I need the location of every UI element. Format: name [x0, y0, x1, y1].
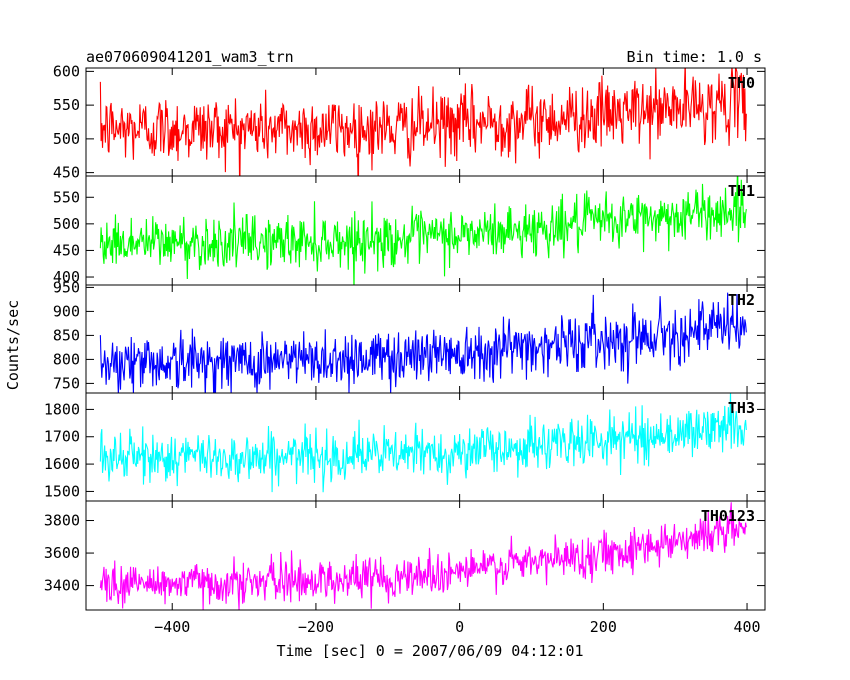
- series-line-th2: [99, 292, 747, 393]
- series-line-th1: [99, 176, 747, 285]
- panel-label-th1: TH1: [728, 182, 755, 200]
- y-axis-label: Counts/sec: [4, 300, 22, 390]
- y-tick-label: 1500: [44, 482, 80, 500]
- y-tick-label: 450: [53, 241, 80, 259]
- series-line-th3: [99, 393, 747, 493]
- y-tick-label: 450: [53, 164, 80, 182]
- x-tick-label: −400: [154, 618, 190, 636]
- y-tick-label: 950: [53, 278, 80, 296]
- y-tick-label: 550: [53, 96, 80, 114]
- y-tick-label: 3600: [44, 544, 80, 562]
- chart-title: ae070609041201_wam3_trn: [86, 48, 294, 66]
- y-tick-label: 800: [53, 350, 80, 368]
- y-tick-label: 1700: [44, 428, 80, 446]
- y-tick-label: 900: [53, 302, 80, 320]
- y-tick-label: 1800: [44, 400, 80, 418]
- y-tick-label: 550: [53, 188, 80, 206]
- y-tick-label: 600: [53, 62, 80, 80]
- panel-frame-th0123: [85, 500, 766, 611]
- panel-label-th0: TH0: [728, 74, 755, 92]
- panel-label-th3: TH3: [728, 399, 755, 417]
- y-tick-label: 500: [53, 130, 80, 148]
- series-line-th0: [99, 68, 747, 176]
- y-tick-label: 750: [53, 374, 80, 392]
- panel-label-th2: TH2: [728, 291, 755, 309]
- x-tick-label: 400: [733, 618, 760, 636]
- series-line-th0123: [99, 502, 747, 610]
- x-tick-label: 200: [590, 618, 617, 636]
- y-tick-label: 400: [53, 268, 80, 286]
- panels-group: 450 500 550 600 TH0 400 450 500 550 TH1 750 800 850 9…: [44, 62, 766, 636]
- y-tick-label: 500: [53, 215, 80, 233]
- x-tick-label: −200: [298, 618, 334, 636]
- y-tick-label: 850: [53, 326, 80, 344]
- bin-time-label: Bin time: 1.0 s: [627, 48, 762, 66]
- panel-label-th0123: TH0123: [701, 507, 755, 525]
- y-tick-label: 3800: [44, 512, 80, 530]
- y-tick-label: 3400: [44, 577, 80, 595]
- y-tick-label: 1600: [44, 455, 80, 473]
- x-tick-label: 0: [455, 618, 464, 636]
- x-axis-label: Time [sec] 0 = 2007/06/09 04:12:01: [276, 642, 583, 660]
